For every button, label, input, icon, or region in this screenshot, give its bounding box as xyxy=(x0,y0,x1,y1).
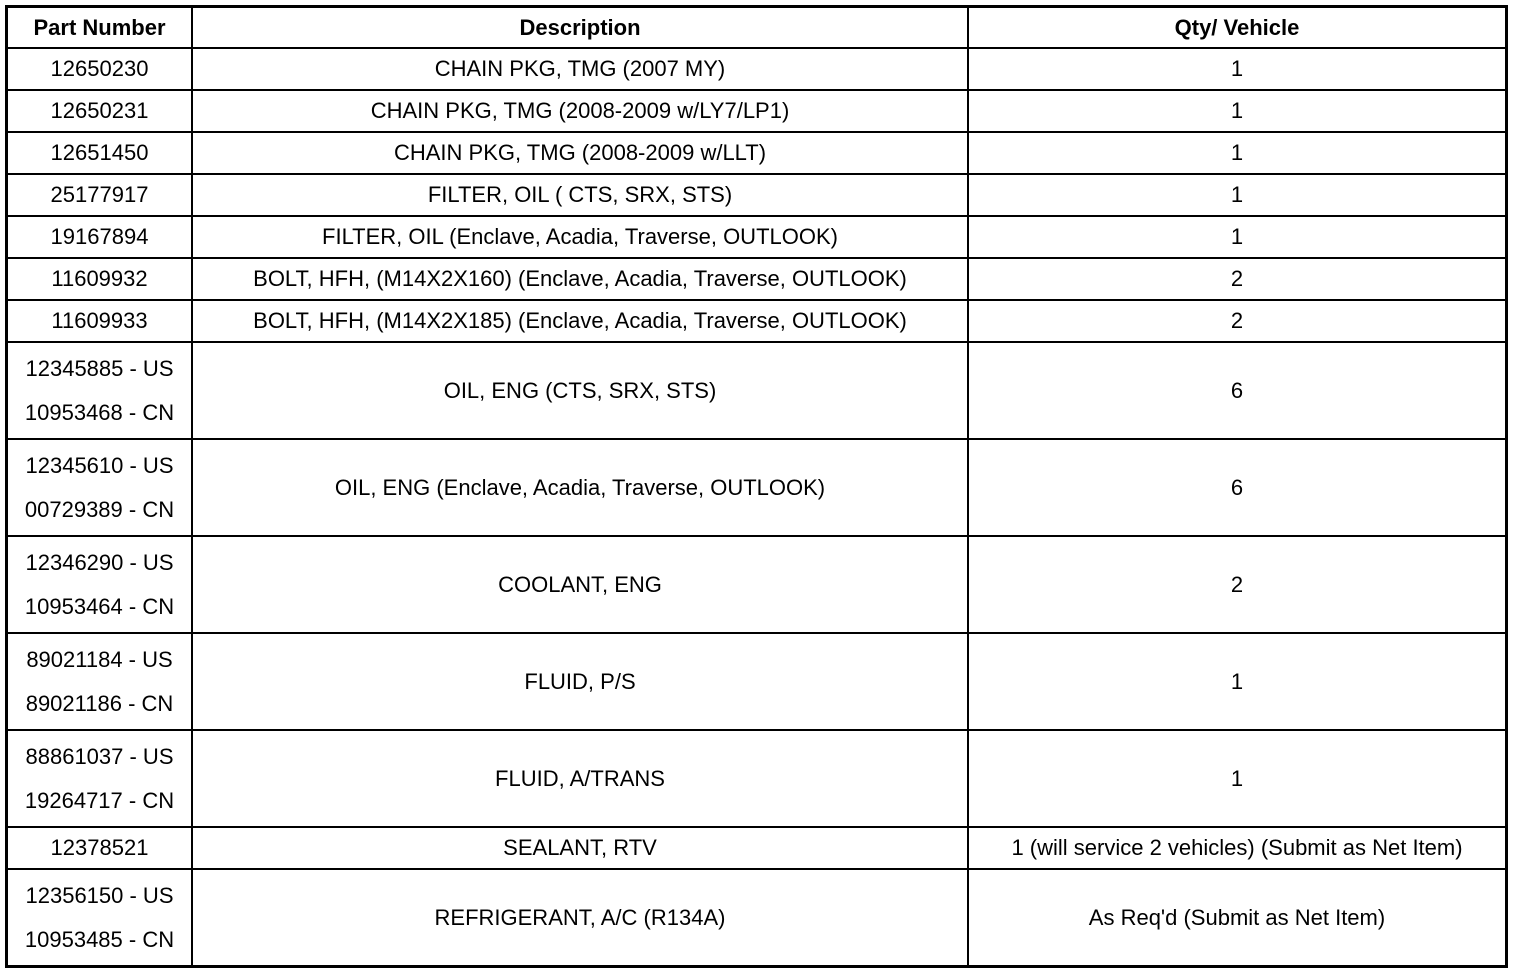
part-number: 12345885 - US xyxy=(25,355,174,381)
qty-cell: 2 xyxy=(967,299,1508,343)
description-cell: SEALANT, RTV xyxy=(191,826,969,870)
part-number-cell: 89021184 - US 89021186 - CN xyxy=(5,632,193,731)
table-row: 88861037 - US 19264717 - CN FLUID, A/TRANS… xyxy=(5,729,1508,828)
part-number-cell: 12356150 - US 10953485 - CN xyxy=(5,868,193,968)
table-row: 12356150 - US 10953485 - CN REFRIGERANT, A… xyxy=(5,868,1508,968)
description-cell: FILTER, OIL ( CTS, SRX, STS) xyxy=(191,173,969,217)
table-row: 12650230 CHAIN PKG, TMG (2007 MY) 1 xyxy=(5,47,1508,91)
part-number: 00729389 - CN xyxy=(24,496,175,522)
qty-cell: 1 xyxy=(967,131,1508,175)
part-number-cell: 19167894 xyxy=(5,215,193,259)
qty-cell: 1 xyxy=(967,173,1508,217)
qty-cell: 6 xyxy=(967,438,1508,537)
table-row: 89021184 - US 89021186 - CN FLUID, P/S 1 xyxy=(5,632,1508,731)
description-cell: FLUID, P/S xyxy=(191,632,969,731)
part-number-cell: 12650230 xyxy=(5,47,193,91)
part-number-cell: 12346290 - US 10953464 - CN xyxy=(5,535,193,634)
qty-cell: 1 xyxy=(967,215,1508,259)
qty-cell: As Req'd (Submit as Net Item) xyxy=(967,868,1508,968)
part-number-cell: 12378521 xyxy=(5,826,193,870)
header-part-number: Part Number xyxy=(5,5,193,49)
part-number: 88861037 - US xyxy=(25,743,174,769)
description-cell: COOLANT, ENG xyxy=(191,535,969,634)
qty-cell: 1 xyxy=(967,47,1508,91)
qty-cell: 1 xyxy=(967,89,1508,133)
description-cell: BOLT, HFH, (M14X2X160) (Enclave, Acadia,… xyxy=(191,257,969,301)
header-row: Part Number Description Qty/ Vehicle xyxy=(5,5,1508,49)
description-cell: CHAIN PKG, TMG (2007 MY) xyxy=(191,47,969,91)
part-number: 10953468 - CN xyxy=(24,399,175,425)
description-cell: CHAIN PKG, TMG (2008-2009 w/LY7/LP1) xyxy=(191,89,969,133)
part-number: 12346290 - US xyxy=(25,549,174,575)
qty-cell: 1 xyxy=(967,632,1508,731)
part-number: 10953485 - CN xyxy=(24,926,175,952)
qty-cell: 2 xyxy=(967,257,1508,301)
qty-cell: 1 xyxy=(967,729,1508,828)
description-cell: OIL, ENG (CTS, SRX, STS) xyxy=(191,341,969,440)
part-number: 89021184 - US xyxy=(26,646,173,672)
table-row: 12345885 - US 10953468 - CN OIL, ENG (CTS,… xyxy=(5,341,1508,440)
table-row: 12378521 SEALANT, RTV 1 (will service 2 ve… xyxy=(5,826,1508,870)
part-number-cell: 88861037 - US 19264717 - CN xyxy=(5,729,193,828)
table-row: 19167894 FILTER, OIL (Enclave, Acadia, Tr… xyxy=(5,215,1508,259)
table-row: 25177917 FILTER, OIL ( CTS, SRX, STS) 1 xyxy=(5,173,1508,217)
qty-cell: 6 xyxy=(967,341,1508,440)
header-qty-vehicle: Qty/ Vehicle xyxy=(967,5,1508,49)
description-cell: REFRIGERANT, A/C (R134A) xyxy=(191,868,969,968)
part-number-cell: 12345885 - US 10953468 - CN xyxy=(5,341,193,440)
description-cell: BOLT, HFH, (M14X2X185) (Enclave, Acadia,… xyxy=(191,299,969,343)
part-number: 12356150 - US xyxy=(25,882,174,908)
part-number-cell: 12650231 xyxy=(5,89,193,133)
table-row: 12345610 - US 00729389 - CN OIL, ENG (Encl… xyxy=(5,438,1508,537)
description-cell: CHAIN PKG, TMG (2008-2009 w/LLT) xyxy=(191,131,969,175)
part-number: 10953464 - CN xyxy=(24,593,175,619)
table-row: 12651450 CHAIN PKG, TMG (2008-2009 w/LLT)… xyxy=(5,131,1508,175)
part-number-cell: 12651450 xyxy=(5,131,193,175)
part-number: 12345610 - US xyxy=(25,452,174,478)
part-number-cell: 12345610 - US 00729389 - CN xyxy=(5,438,193,537)
table-row: 11609932 BOLT, HFH, (M14X2X160) (Enclave,… xyxy=(5,257,1508,301)
table-row: 12650231 CHAIN PKG, TMG (2008-2009 w/LY7/… xyxy=(5,89,1508,133)
qty-cell: 1 (will service 2 vehicles) (Submit as N… xyxy=(967,826,1508,870)
description-cell: FILTER, OIL (Enclave, Acadia, Traverse, … xyxy=(191,215,969,259)
part-number: 19264717 - CN xyxy=(24,787,175,813)
table-row: 11609933 BOLT, HFH, (M14X2X185) (Enclave,… xyxy=(5,299,1508,343)
description-cell: OIL, ENG (Enclave, Acadia, Traverse, OUT… xyxy=(191,438,969,537)
part-number-cell: 25177917 xyxy=(5,173,193,217)
header-description: Description xyxy=(191,5,969,49)
part-number: 89021186 - CN xyxy=(25,690,174,716)
parts-table: Part Number Description Qty/ Vehicle 126… xyxy=(5,5,1508,968)
description-cell: FLUID, A/TRANS xyxy=(191,729,969,828)
qty-cell: 2 xyxy=(967,535,1508,634)
part-number-cell: 11609932 xyxy=(5,257,193,301)
part-number-cell: 11609933 xyxy=(5,299,193,343)
table-row: 12346290 - US 10953464 - CN COOLANT, ENG 2 xyxy=(5,535,1508,634)
